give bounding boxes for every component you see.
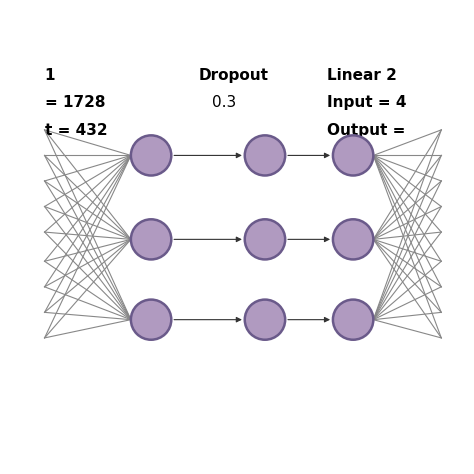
Circle shape — [245, 300, 285, 340]
Text: Output =: Output = — [328, 123, 406, 137]
Circle shape — [131, 300, 171, 340]
Text: Linear 2: Linear 2 — [328, 68, 397, 83]
Circle shape — [333, 219, 374, 259]
Text: 0.3: 0.3 — [212, 95, 236, 110]
Text: t = 432: t = 432 — [45, 123, 107, 137]
Circle shape — [131, 136, 171, 175]
Circle shape — [333, 300, 374, 340]
Text: = 1728: = 1728 — [45, 95, 105, 110]
Circle shape — [245, 219, 285, 259]
Circle shape — [131, 219, 171, 259]
Text: Input = 4: Input = 4 — [328, 95, 407, 110]
Circle shape — [333, 136, 374, 175]
Text: 1: 1 — [45, 68, 55, 83]
Text: Dropout: Dropout — [199, 68, 269, 83]
Circle shape — [245, 136, 285, 175]
